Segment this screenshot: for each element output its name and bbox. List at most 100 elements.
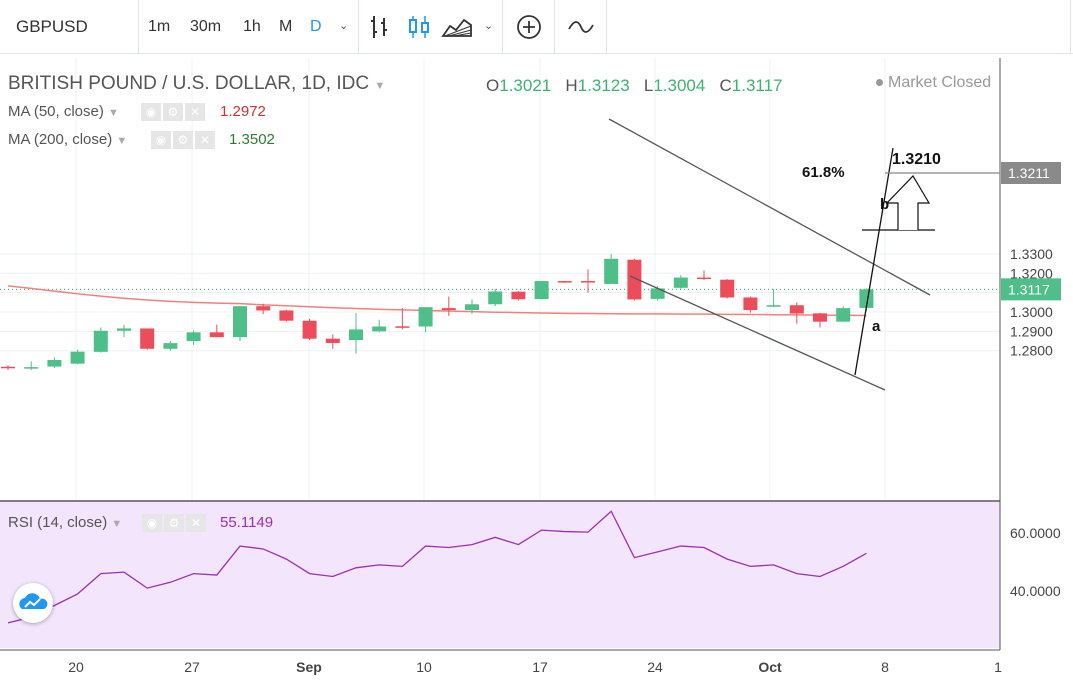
candle-body xyxy=(627,259,642,300)
ma200-settings-gear-icon[interactable]: ⚙ xyxy=(173,131,193,149)
interval-day-button[interactable]: D xyxy=(310,18,322,35)
ma50-legend[interactable]: MA (50, close) ▼ xyxy=(8,103,119,120)
ma200-legend[interactable]: MA (200, close) ▼ xyxy=(8,131,127,148)
channel-lower-trendline[interactable] xyxy=(629,275,886,391)
candle[interactable] xyxy=(836,306,851,322)
candle[interactable] xyxy=(673,275,688,289)
candle[interactable] xyxy=(349,312,363,354)
candle[interactable] xyxy=(511,291,526,301)
candle-body xyxy=(163,343,178,349)
tradingview-logo-cloud-icon[interactable] xyxy=(13,583,53,623)
interval-1h-button[interactable]: 1h xyxy=(243,18,261,35)
candle[interactable] xyxy=(256,303,271,314)
channel-upper-trendline[interactable] xyxy=(608,118,931,296)
bar-chart-style-icon[interactable] xyxy=(366,12,396,42)
time-axis-tick-label: 8 xyxy=(881,659,889,675)
rsi-chevron-icon[interactable]: ▼ xyxy=(111,518,123,530)
candle-body xyxy=(836,308,851,322)
rsi-settings-gear-icon[interactable]: ⚙ xyxy=(164,514,184,532)
fib-618-label: 61.8% xyxy=(802,164,845,181)
ma200-remove-close-icon[interactable]: ✕ xyxy=(195,131,215,149)
candles-chart-style-icon[interactable] xyxy=(404,12,434,42)
ma50-line[interactable] xyxy=(7,285,867,317)
ma50-chevron-icon[interactable]: ▼ xyxy=(108,107,119,119)
candle[interactable] xyxy=(557,281,572,283)
candle[interactable] xyxy=(70,349,85,365)
interval-month-button[interactable]: M xyxy=(279,18,293,35)
ma50-remove-close-icon[interactable]: ✕ xyxy=(185,103,205,121)
rsi-visibility-eye-icon[interactable]: ◉ xyxy=(142,514,162,532)
candle[interactable] xyxy=(325,334,340,349)
candle[interactable] xyxy=(209,324,224,338)
candle[interactable] xyxy=(789,302,804,324)
compare-wave-icon[interactable] xyxy=(566,12,596,42)
candle[interactable] xyxy=(581,269,595,293)
candle[interactable] xyxy=(465,299,479,314)
candle[interactable] xyxy=(743,296,758,313)
ma200-chevron-icon[interactable]: ▼ xyxy=(116,135,128,147)
candle[interactable] xyxy=(720,279,735,299)
time-axis-tick-label: 20 xyxy=(68,659,84,675)
chart-style-dropdown-chevron-icon[interactable]: ⌄ xyxy=(484,20,494,32)
candle[interactable] xyxy=(233,305,247,342)
rsi-legend[interactable]: RSI (14, close) ▼ xyxy=(8,514,122,531)
upside-target-arrow[interactable] xyxy=(885,175,931,230)
ma50-visibility-eye-icon[interactable]: ◉ xyxy=(141,103,161,121)
interval-30m-button[interactable]: 30m xyxy=(190,18,222,35)
candle-body xyxy=(511,291,526,300)
area-chart-style-icon[interactable] xyxy=(440,12,474,42)
rsi-line[interactable] xyxy=(7,510,867,624)
candle[interactable] xyxy=(766,288,781,308)
interval-dropdown-chevron-icon[interactable]: ⌄ xyxy=(339,20,349,32)
candle-body xyxy=(581,281,595,283)
candle-body xyxy=(673,277,688,288)
candle[interactable] xyxy=(24,361,39,371)
rsi-remove-close-icon[interactable]: ✕ xyxy=(186,514,206,532)
last-price-tag-text: 1.3117 xyxy=(1008,281,1050,297)
candle[interactable] xyxy=(372,319,387,333)
candle[interactable] xyxy=(534,281,549,300)
candle[interactable] xyxy=(47,357,62,369)
candle[interactable] xyxy=(488,288,503,307)
indicators-plus-circle-icon[interactable] xyxy=(514,12,544,42)
candle-body xyxy=(117,328,131,331)
candle[interactable] xyxy=(395,308,410,330)
toolbar-divider xyxy=(1070,0,1071,54)
ma200-visibility-eye-icon[interactable]: ◉ xyxy=(151,131,171,149)
interval-1m-button[interactable]: 1m xyxy=(148,18,171,35)
candle-body xyxy=(302,320,317,339)
candle[interactable] xyxy=(604,253,619,284)
candle-body xyxy=(47,359,62,367)
candle[interactable] xyxy=(279,309,294,322)
candle[interactable] xyxy=(697,270,711,281)
ohlc-values: O1.3021 H1.3123 L1.3004 C1.3117 xyxy=(486,76,783,96)
time-axis-tick-label: 1 xyxy=(994,659,1002,675)
top-toolbar: GBPUSD 1m 30m 1h M D ⌄ ⌄ xyxy=(0,0,1073,54)
candle[interactable] xyxy=(186,330,201,345)
candle[interactable] xyxy=(93,327,108,353)
ma50-settings-gear-icon[interactable]: ⚙ xyxy=(163,103,183,121)
candle[interactable] xyxy=(813,312,827,328)
legend-title-chevron-icon[interactable]: ▼ xyxy=(374,80,386,92)
wave-ab-projection-line[interactable] xyxy=(854,147,894,376)
candle[interactable] xyxy=(117,324,131,338)
candle-body xyxy=(557,281,572,283)
ohlc-low-value: 1.3004 xyxy=(653,76,706,95)
candle[interactable] xyxy=(418,307,433,333)
candle[interactable] xyxy=(140,328,155,350)
candle[interactable] xyxy=(302,318,317,341)
time-axis-tick-label: Oct xyxy=(758,659,782,675)
ohlc-open-value: 1.3021 xyxy=(499,76,552,95)
time-axis-tick-label: 17 xyxy=(532,659,548,675)
candle-body xyxy=(140,328,155,349)
candle[interactable] xyxy=(627,258,642,301)
legend-title-row: BRITISH POUND / U.S. DOLLAR, 1D, IDC ▼ xyxy=(8,74,385,96)
symbol-search-button[interactable]: GBPUSD xyxy=(16,17,88,36)
candle-body xyxy=(209,332,224,338)
candle[interactable] xyxy=(163,341,178,351)
candle-body xyxy=(441,308,456,311)
time-axis-tick-label: 10 xyxy=(416,659,432,675)
candle[interactable] xyxy=(441,296,456,316)
candle-body xyxy=(233,306,247,338)
candle[interactable] xyxy=(1,365,15,371)
